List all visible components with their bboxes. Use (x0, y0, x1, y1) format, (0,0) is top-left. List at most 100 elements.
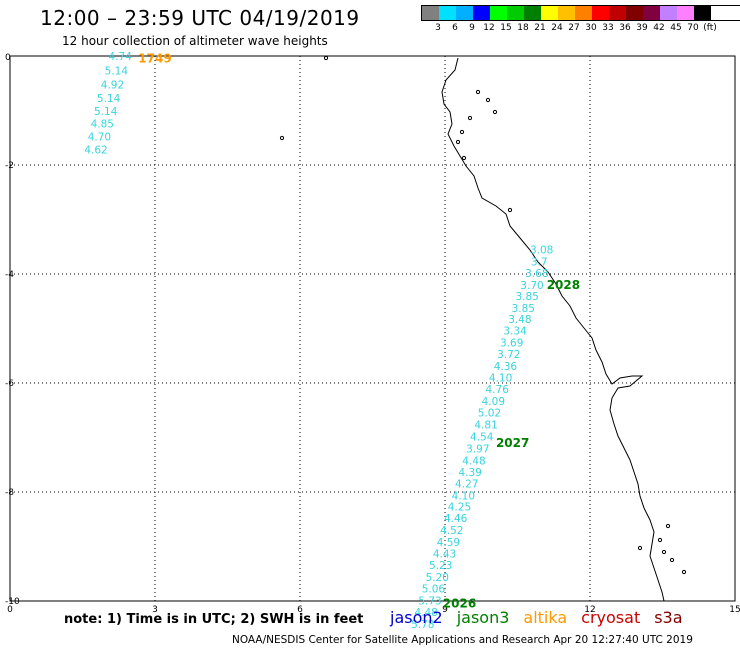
colorbar-swatch (626, 6, 643, 20)
x-tick-label: 6 (297, 605, 303, 615)
wave-height-label: 3.85 (512, 303, 535, 315)
map-frame (9, 55, 736, 602)
colorbar-label: 42 (653, 23, 665, 33)
wave-height-label: 4.43 (433, 549, 456, 561)
colorbar-swatches (421, 5, 740, 21)
island-marker (461, 155, 467, 161)
x-tick-label: 15 (729, 605, 740, 615)
colorbar-swatch (422, 6, 439, 20)
colorbar-swatch (592, 6, 609, 20)
wave-height-label: 4.59 (437, 537, 460, 549)
legend-jason3: jason3 (456, 608, 510, 627)
wave-height-label: 4.52 (440, 525, 463, 537)
colorbar-label: 9 (469, 23, 475, 33)
track-jason3: 4.484.394.274.104.254.464.524.594.435.23… (418, 436, 529, 608)
y-tick-label: -4 (5, 270, 14, 280)
island-marker (637, 545, 643, 551)
colorbar-label: 15 (500, 23, 512, 33)
wave-height-label: 4.36 (494, 361, 518, 373)
colorbar-swatch (643, 6, 660, 20)
wave-height-label: 3.34 (503, 326, 527, 338)
island-marker (467, 115, 473, 121)
colorbar-label: 39 (636, 23, 648, 33)
wave-height-label: 3.7 (531, 256, 548, 268)
colorbar-label: 27 (568, 23, 580, 33)
wave-height-label: 5.73 (418, 595, 441, 607)
wave-height-label: 4.25 (448, 502, 471, 514)
wave-height-label: 3.68 (525, 268, 548, 280)
wave-height-label: 4.09 (482, 396, 505, 408)
wave-height-label: 5.14 (94, 106, 118, 118)
wave-height-label: 5.23 (429, 560, 452, 572)
wave-height-label: 3.69 (500, 338, 523, 350)
island-marker (657, 537, 663, 543)
island-marker (485, 97, 491, 103)
wave-height-label: 3.97 (466, 443, 489, 455)
map-title: 12:00 – 23:59 UTC 04/19/2019 (40, 6, 360, 30)
colorbar-swatch (456, 6, 473, 20)
track-time-label: 2027 (496, 436, 529, 450)
island-marker (681, 569, 687, 575)
island-marker (665, 523, 671, 529)
island-marker (661, 549, 667, 555)
island-marker (475, 89, 481, 95)
colorbar-swatch (660, 6, 677, 20)
wave-height-label: 3.70 (520, 280, 543, 292)
colorbar-swatch (439, 6, 456, 20)
colorbar-swatch (541, 6, 558, 20)
colorbar-label: 36 (619, 23, 631, 33)
map-grid (10, 56, 735, 601)
track-jason3: 4.485.78 2026 (411, 597, 476, 631)
coastline (441, 57, 665, 602)
legend-altika: altika (523, 608, 568, 627)
wave-height-label: 4.70 (88, 132, 111, 144)
wave-height-label: 4.39 (458, 467, 481, 479)
colorbar-swatch (507, 6, 524, 20)
y-tick-label: -10 (5, 597, 20, 607)
wave-height-label: 3.48 (508, 314, 531, 326)
y-tick-label: -2 (5, 161, 14, 171)
wave-height-label: 4.10 (489, 373, 512, 385)
legend-s3a: s3a (654, 608, 683, 627)
wave-height-label: 5.02 (478, 407, 501, 419)
island-marker (323, 55, 329, 61)
wave-height-label: 5.20 (426, 572, 449, 584)
y-tick-label: -8 (5, 488, 14, 498)
credit-footer: NOAA/NESDIS Center for Satellite Applica… (232, 634, 693, 646)
colorbar-swatch (575, 6, 592, 20)
track-time-label: 1749 (138, 52, 171, 66)
x-tick-label: 3 (152, 605, 158, 615)
wave-height-label: 4.92 (101, 79, 124, 91)
wave-height-colorbar: 3 6 9 12 15 18 21 24 27 30 33 36 39 42 45 70 (ft) (421, 5, 740, 33)
satellite-legend: jason2 jason3 altika cryosat s3a (390, 608, 683, 627)
wave-height-label: 3.08 (530, 244, 553, 256)
wave-height-label: 4.81 (474, 419, 497, 431)
colorbar-swatch (524, 6, 541, 20)
colorbar-swatch (490, 6, 507, 20)
y-tick-label: 0 (5, 53, 11, 63)
colorbar-swatch (677, 6, 694, 20)
wave-height-label: 4.10 (452, 490, 475, 502)
wave-height-label: 4.48 (462, 455, 485, 467)
island-marker (455, 139, 461, 145)
wave-height-label: 4.54 (470, 431, 494, 443)
colorbar-label: 24 (551, 23, 563, 33)
track-jason3: 3.083.73.683.703.853.853.483.343.693.724… (466, 244, 580, 455)
wave-height-label: 4.76 (486, 384, 510, 396)
wave-height-label: 4.85 (91, 119, 114, 131)
x-tick-label: 9 (442, 605, 448, 615)
islands (279, 55, 687, 575)
colorbar-label: 12 (483, 23, 495, 33)
axis-ticks: 0 3 6 9 12 15 0 -2 -4 -6 -8 -10 (5, 53, 740, 615)
wave-height-label: 5.14 (97, 93, 121, 105)
wave-height-label: 5.78 (411, 619, 434, 631)
colorbar-label: 3 (435, 23, 441, 33)
map-subtitle: 12 hour collection of altimeter wave hei… (62, 34, 328, 48)
colorbar-labels: 3 6 9 12 15 18 21 24 27 30 33 36 39 42 45 70 (ft) (421, 21, 740, 33)
colorbar-label: (ft) (703, 23, 717, 33)
wave-height-label: 4.27 (455, 478, 478, 490)
wave-height-label: 5.14 (105, 66, 129, 78)
